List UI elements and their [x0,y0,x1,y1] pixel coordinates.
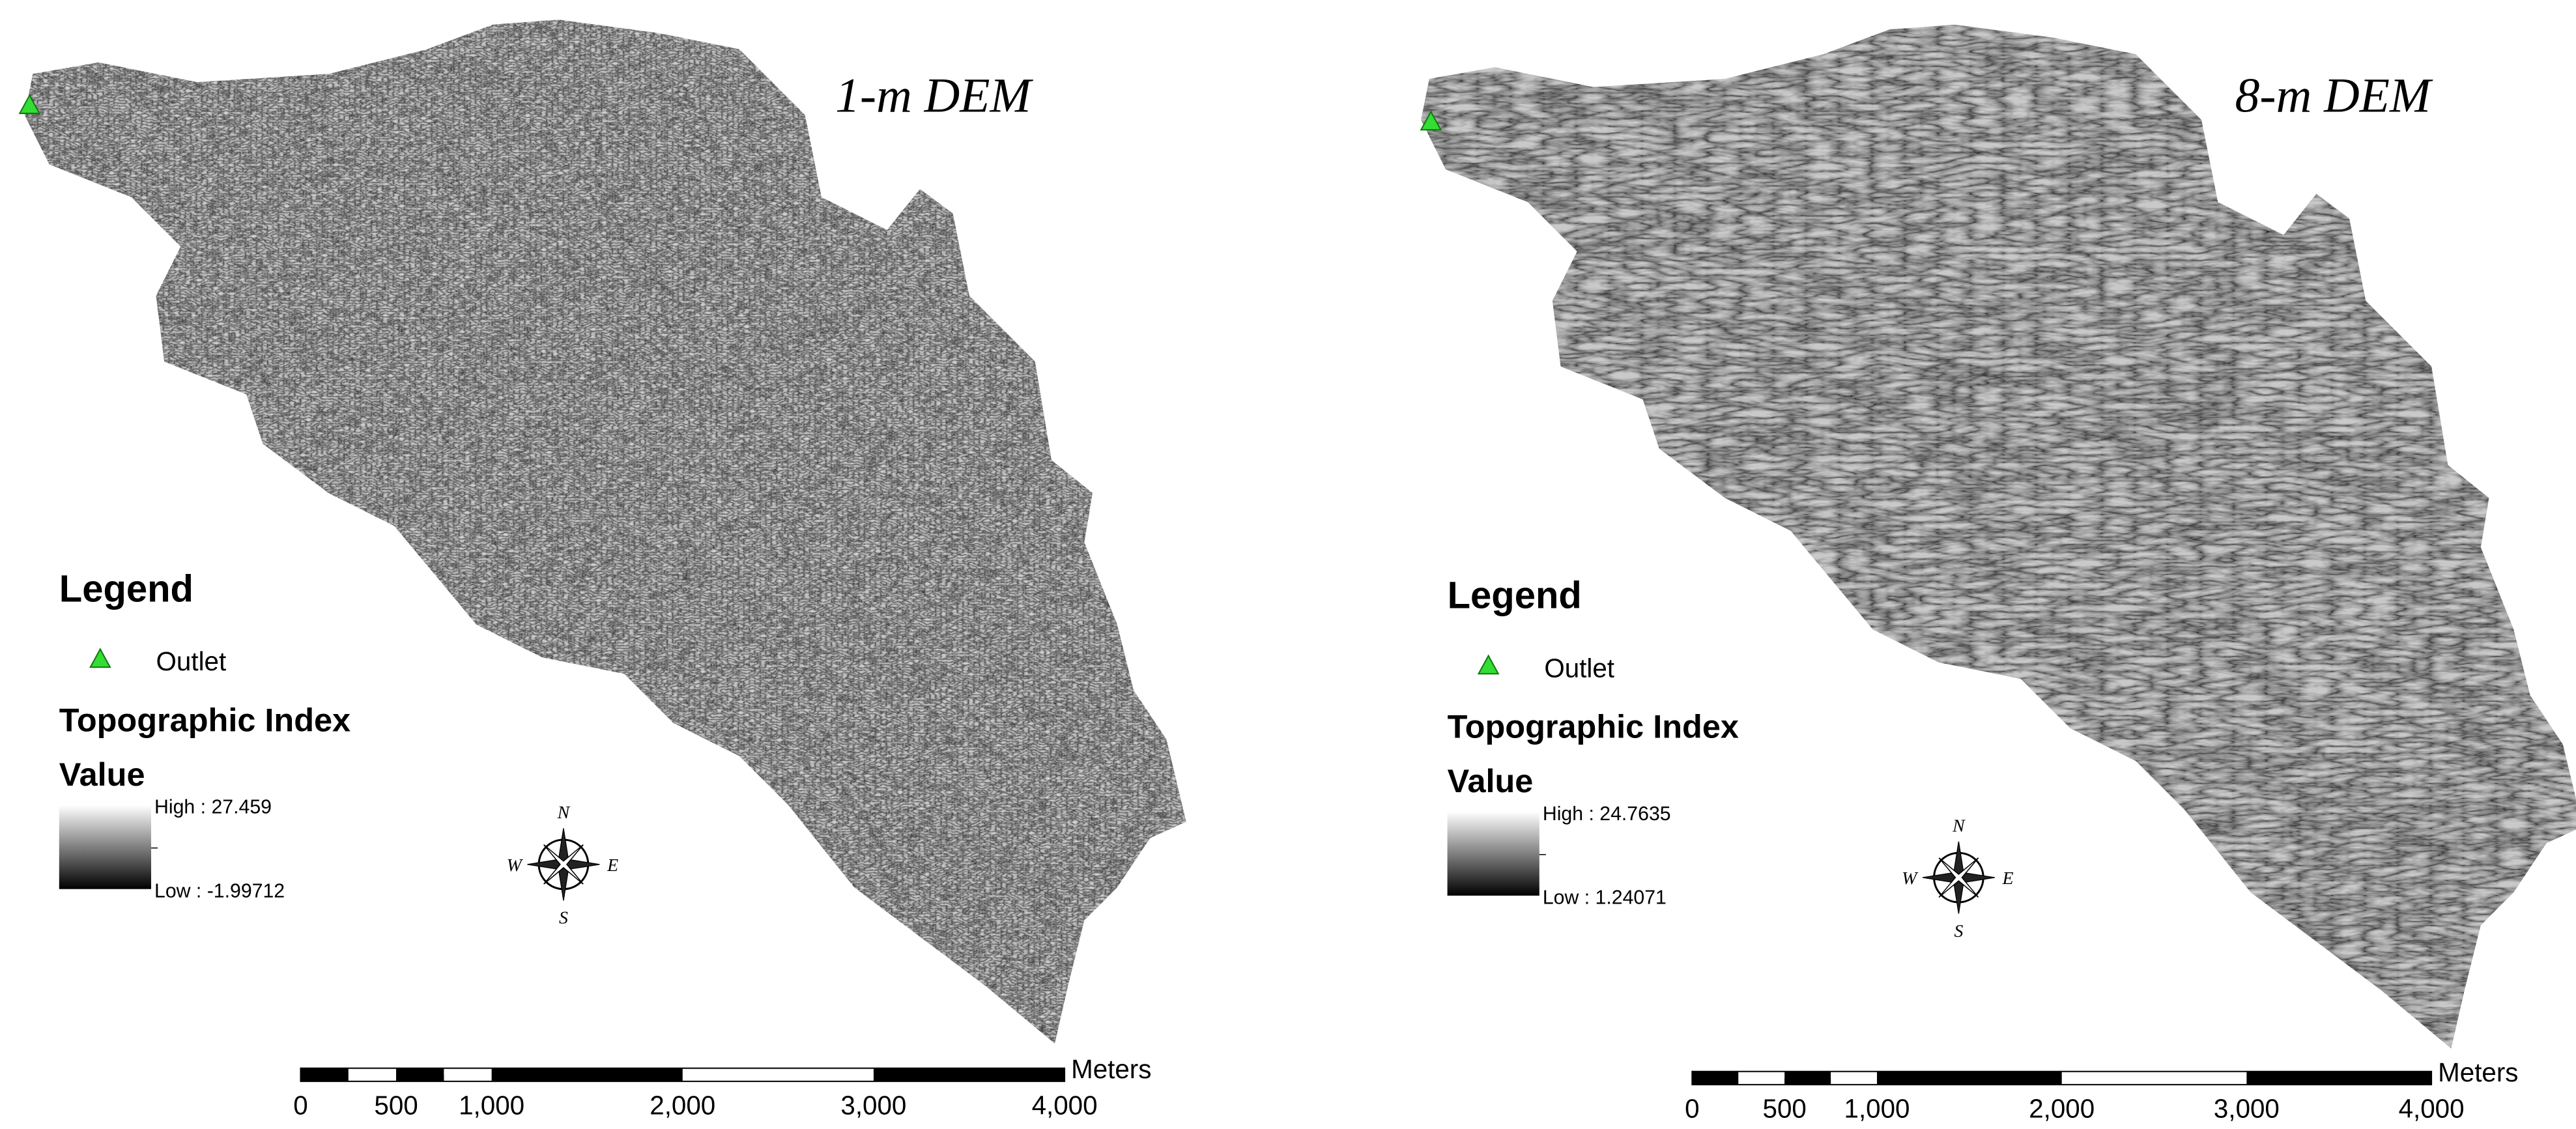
scale-bar-label: 2,000 [2029,1093,2095,1123]
legend-outlet-label: Outlet [1544,653,1614,683]
compass-letter: E [607,855,618,876]
scale-bar-unit: Meters [1071,1054,1151,1084]
scale-bar-label: 3,000 [840,1090,906,1120]
scale-bar-segment [1692,1072,1738,1085]
page: { "panels": [ { "title": "1-m DEM", "leg… [0,0,2576,1129]
scale-bar-label: 1,000 [459,1090,524,1120]
scale-bar-label: 500 [1763,1093,1807,1123]
scale-bar-label: 4,000 [1032,1090,1098,1120]
legend-low: Low : 1.24071 [1543,887,1667,908]
compass-letter: N [1952,816,1966,836]
legend-outlet-symbol [1479,656,1498,674]
legend-layer: Topographic Index [59,702,351,739]
scale-bar-label: 2,000 [650,1090,715,1120]
legend-title: Legend [59,567,193,610]
map-title: 1-m DEM [835,69,1033,123]
scale-bar-segment [396,1075,444,1081]
scale-bar-label: 1,000 [1844,1093,1910,1123]
scale-bar-segment [492,1068,683,1081]
figure: 1-m DEM Legend Outlet Topographic Index Valu… [0,0,2576,1129]
legend-field: Value [1448,762,1534,799]
legend-high: High : 27.459 [154,797,272,818]
scale-bar-label: 0 [293,1090,308,1120]
legend-ramp [59,805,151,889]
scale-bar-label: 0 [1685,1093,1699,1123]
scale-bar-label: 4,000 [2399,1093,2465,1123]
compass-letter: S [559,908,568,928]
compass-letter: W [507,855,524,876]
compass-letter: S [1954,921,1963,941]
map-title: 8-m DEM [2235,69,2433,123]
scale-bar-segment [1784,1078,1831,1085]
compass-letter: N [557,803,571,823]
scale-bar-segment [874,1068,1065,1081]
legend-layer: Topographic Index [1448,708,1739,745]
topographic-raster [1380,0,2576,1129]
legend-outlet-symbol [91,649,110,667]
legend-ramp [1448,812,1539,896]
scale-bar-label: 500 [374,1090,418,1120]
legend-field: Value [59,756,145,793]
legend-outlet-label: Outlet [156,646,227,676]
legend-high: High : 24.7635 [1543,803,1671,825]
legend-low: Low : -1.99712 [154,880,285,902]
scale-bar-segment [300,1068,348,1081]
topographic-raster [0,0,1248,1129]
scale-bar-unit: Meters [2438,1057,2518,1087]
compass-letter: W [1902,868,1919,889]
scale-bar-label: 3,000 [2214,1093,2280,1123]
legend-title: Legend [1448,574,1582,616]
compass-letter: E [2002,868,2014,889]
scale-bar-segment [1877,1072,2062,1085]
scale-bar-segment [2246,1072,2431,1085]
